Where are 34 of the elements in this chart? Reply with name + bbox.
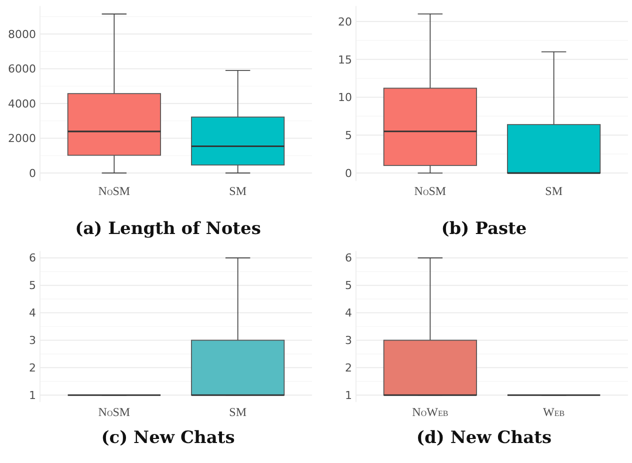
y-tick-label: 6000 [8,62,36,76]
y-tick-label: 2000 [8,132,36,146]
y-tick-label: 10 [338,91,352,104]
y-tick-label: 5 [345,279,352,292]
x-tick-label: NoSM [414,184,446,198]
y-tick-label: 15 [338,53,352,66]
y-tick-label: 1 [345,388,352,402]
y-tick-label: 2 [345,362,352,375]
y-tick-label: 5 [29,279,36,292]
y-tick-label: 3 [29,334,36,348]
y-tick-label: 6 [29,252,36,265]
y-tick-label: 5 [345,129,352,142]
text: (c) New Chats [101,428,235,448]
x-tick-label: Web [543,405,565,419]
text: (d) New Chats [416,428,552,448]
y-tick-label: 0 [29,166,36,180]
y-tick-label: 3 [345,334,352,348]
x-tick-label: SM [229,184,247,198]
x-tick-label: NoSM [98,184,130,198]
text: (b) Paste [441,219,527,239]
y-tick-label: 20 [338,15,352,28]
x-tick-label: NoWeb [412,405,448,419]
x-tick-label: SM [545,184,563,198]
text: (a) Length of Notes [75,219,261,239]
y-tick-label: 2 [29,362,36,375]
y-tick-label: 1 [29,388,36,402]
y-tick-label: 8000 [8,28,36,41]
x-tick-label: SM [229,405,247,419]
y-tick-label: 4 [29,306,36,320]
y-tick-label: 4000 [8,97,36,110]
x-tick-label: NoSM [98,405,130,419]
y-tick-label: 4 [345,306,352,320]
y-tick-label: 6 [345,252,352,265]
y-tick-label: 0 [345,166,352,180]
